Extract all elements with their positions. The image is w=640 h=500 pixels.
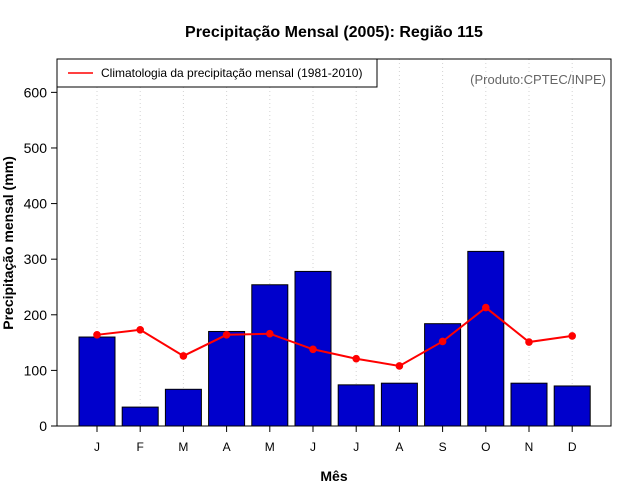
bar-m-2 — [164, 388, 202, 427]
x-tick-label-10: N — [525, 440, 534, 454]
climatology-point-0 — [93, 331, 101, 339]
climatology-point-8 — [438, 337, 447, 346]
climatology-point-1 — [136, 326, 144, 334]
bar-m-4 — [251, 284, 289, 427]
x-tick-label-5: J — [310, 440, 316, 454]
bar-o-9 — [467, 250, 505, 427]
climatology-point-2 — [179, 352, 188, 360]
plot-frame — [56, 58, 612, 427]
bar-a-3 — [208, 330, 246, 427]
x-tick-label-11: D — [568, 440, 577, 454]
y-axis-label: Precipitação mensal (mm) — [0, 156, 16, 330]
y-tick-label-0: 0 — [39, 418, 47, 434]
climatology-point-5 — [309, 345, 317, 354]
climatology-series — [93, 303, 576, 370]
y-tick-label-300: 300 — [24, 251, 48, 267]
x-tick-label-7: A — [395, 440, 403, 454]
climatology-point-4 — [266, 329, 274, 338]
bar-j-6 — [337, 384, 375, 427]
x-tick-label-0: J — [94, 440, 100, 454]
x-tick-label-8: S — [439, 440, 447, 454]
climatology-point-9 — [482, 303, 490, 312]
x-axis-label: Mês — [320, 468, 347, 484]
climatology-point-10 — [525, 338, 533, 346]
y-tick-label-200: 200 — [24, 307, 48, 323]
climatology-line — [96, 306, 573, 367]
bar-a-7 — [380, 382, 418, 427]
y-tick-label-400: 400 — [24, 196, 48, 212]
y-axis: 0 100 200 300 400 500 600 — [24, 84, 57, 434]
y-tick-label-100: 100 — [24, 362, 48, 378]
climatology-point-6 — [352, 354, 361, 363]
y-tick-label-500: 500 — [24, 140, 48, 156]
bar-n-10 — [510, 382, 548, 427]
legend-box — [56, 58, 378, 88]
legend-label: Climatologia da precipitação mensal (198… — [101, 66, 362, 80]
x-tick-label-6: J — [353, 440, 359, 454]
climatology-point-7 — [395, 362, 404, 370]
x-tick-label-4: M — [265, 440, 275, 454]
product-credit: (Produto:CPTEC/INPE) — [470, 72, 606, 87]
x-tick-label-9: O — [481, 440, 490, 454]
climatology-point-3 — [222, 331, 231, 339]
legend: Climatologia da precipitação mensal (198… — [56, 58, 378, 88]
bar-d-11 — [553, 385, 591, 427]
x-tick-label-1: F — [137, 440, 144, 454]
climatology-point-11 — [568, 332, 576, 340]
chart-title: Precipitação Mensal (2005): Região 115 — [185, 24, 483, 41]
y-tick-label-600: 600 — [24, 84, 48, 100]
x-tick-label-3: A — [223, 440, 231, 454]
bar-j-0 — [78, 336, 116, 427]
x-tick-label-2: M — [178, 440, 188, 454]
bar-f-1 — [121, 406, 159, 427]
